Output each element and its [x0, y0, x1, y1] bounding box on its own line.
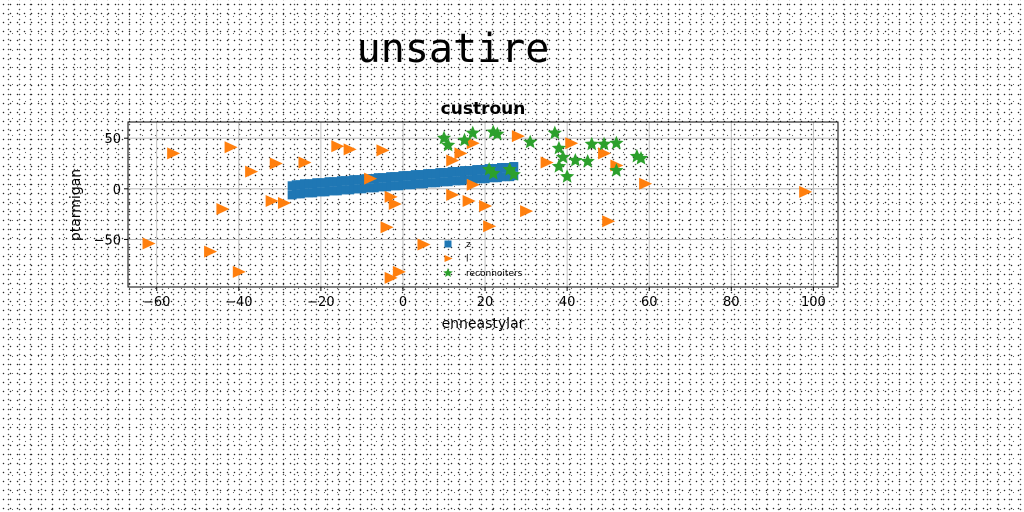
- x-tick-label: 80: [723, 295, 740, 310]
- point-triangle-right-series-1: [167, 147, 181, 160]
- point-triangle-right-series-1: [204, 245, 218, 258]
- point-triangle-right-series-1: [417, 238, 431, 251]
- point-triangle-right-series-1: [392, 265, 406, 278]
- x-tick-label: 60: [641, 295, 658, 310]
- point-star-series-2: [551, 140, 567, 155]
- point-triangle-right-series-1: [224, 141, 238, 154]
- data-markers: [142, 124, 813, 284]
- point-triangle-right-series-1: [520, 205, 534, 218]
- point-triangle-right-series-1: [384, 190, 398, 203]
- point-star-series-2: [457, 132, 472, 147]
- axis-ticks: −60 −40 −20 0 20 40 60 80 100 −50 0 50: [94, 132, 826, 310]
- point-triangle-right-series-1: [388, 197, 402, 210]
- y-tick-label: −50: [94, 233, 121, 248]
- legend-marker-1: [444, 255, 453, 262]
- legend-label-1: l: [466, 255, 469, 265]
- point-star-series-2: [568, 152, 583, 167]
- x-tick-label: −20: [307, 295, 334, 310]
- point-triangle-right-series-1: [277, 196, 291, 209]
- legend-marker-2: [443, 268, 453, 278]
- point-triangle-right-series-1: [384, 271, 398, 284]
- point-triangle-right-series-1: [598, 147, 612, 160]
- point-triangle-right-series-1: [479, 200, 493, 213]
- point-triangle-right-series-1: [232, 265, 246, 278]
- point-triangle-right-series-1: [466, 137, 480, 150]
- point-star-series-2: [633, 150, 649, 165]
- point-triangle-right-series-1: [511, 130, 525, 143]
- legend-label-2: reconnoiters: [466, 269, 523, 279]
- x-axis-label: enneastylar: [442, 316, 525, 332]
- point-triangle-right-series-1: [462, 194, 476, 207]
- point-star-series-2: [609, 135, 624, 150]
- point-star-series-2: [440, 137, 456, 152]
- point-star-series-2: [465, 125, 480, 140]
- point-square-series-0: [509, 162, 519, 172]
- chart-title: custroun: [441, 99, 526, 119]
- point-triangle-right-series-1: [446, 188, 460, 201]
- point-star-series-2: [551, 159, 567, 173]
- point-star-series-2: [502, 162, 517, 176]
- x-tick-label: 0: [399, 295, 407, 310]
- point-triangle-right-series-1: [540, 156, 554, 169]
- point-star-series-2: [486, 166, 501, 180]
- point-triangle-right-series-1: [269, 157, 283, 170]
- point-triangle-right-series-1: [799, 185, 813, 198]
- legend-marker-0: [444, 240, 452, 248]
- x-tick-label: 40: [559, 295, 576, 310]
- x-tick-label: −40: [225, 295, 252, 310]
- grid-lines: [128, 122, 838, 287]
- point-star-series-2: [555, 149, 571, 164]
- point-triangle-right-series-1: [483, 220, 497, 233]
- point-star-series-2: [580, 153, 595, 168]
- point-star-series-2: [560, 169, 575, 183]
- point-triangle-right-series-1: [245, 165, 259, 178]
- point-star-series-2: [490, 126, 505, 141]
- x-tick-label: −60: [143, 295, 170, 310]
- point-triangle-right-series-1: [331, 140, 345, 153]
- plot-frame: [127, 121, 839, 288]
- point-star-series-2: [523, 134, 538, 149]
- point-triangle-right-series-1: [298, 156, 312, 169]
- legend-label-0: z: [466, 240, 471, 250]
- legend: zl reconnoiters: [443, 240, 523, 279]
- point-triangle-right-series-1: [565, 137, 579, 150]
- x-tick-label: 20: [477, 295, 494, 310]
- point-triangle-right-series-1: [454, 147, 468, 160]
- point-star-series-2: [506, 167, 521, 181]
- point-triangle-right-series-1: [639, 177, 653, 190]
- point-triangle-right-series-1: [216, 203, 230, 216]
- point-triangle-right-series-1: [602, 215, 616, 228]
- point-triangle-right-series-1: [265, 194, 279, 207]
- point-triangle-right-series-1: [466, 178, 480, 191]
- y-axis-label: ptarmigan: [68, 169, 84, 241]
- point-star-series-2: [609, 163, 624, 177]
- point-triangle-right-series-1: [343, 143, 357, 156]
- point-star-series-2: [482, 162, 497, 176]
- point-triangle-right-series-1: [446, 154, 460, 167]
- y-tick-label: 50: [104, 132, 121, 147]
- point-star-series-2: [596, 136, 612, 151]
- x-tick-label: 100: [801, 295, 826, 310]
- point-triangle-right-series-1: [376, 144, 390, 157]
- point-star-series-2: [547, 125, 562, 140]
- page-headline: unsatire: [356, 26, 550, 72]
- point-triangle-right-series-1: [364, 172, 378, 185]
- y-tick-label: 0: [113, 183, 121, 198]
- point-triangle-right-series-1: [380, 221, 394, 234]
- point-triangle-right-series-1: [142, 237, 156, 250]
- point-star-series-2: [584, 136, 599, 151]
